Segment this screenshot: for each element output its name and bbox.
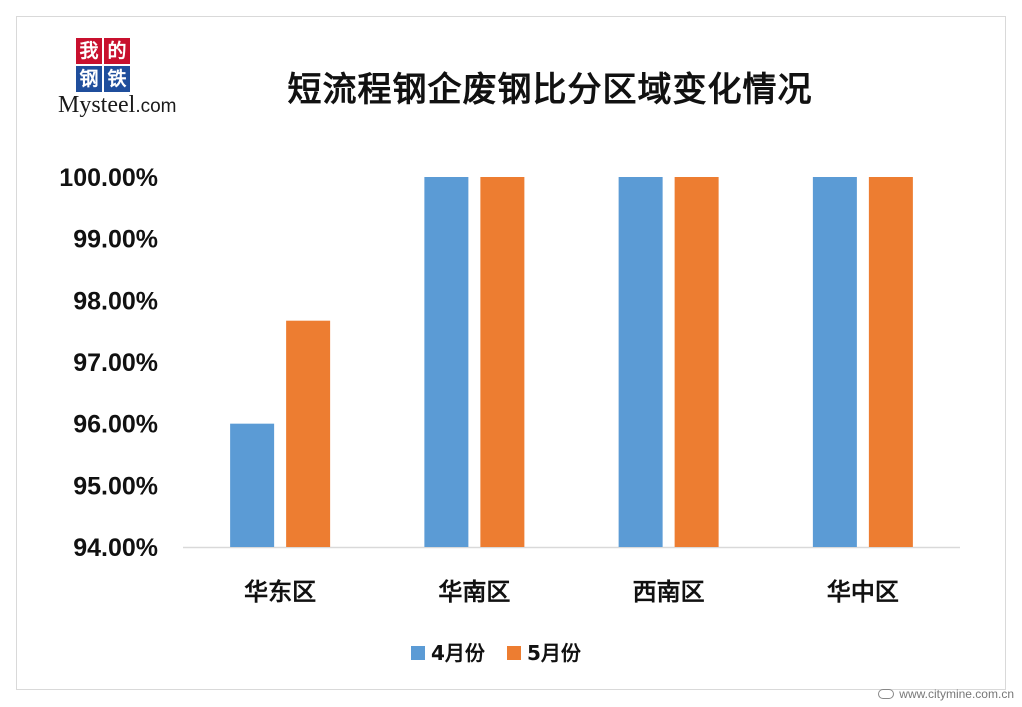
bar-may	[868, 177, 913, 547]
y-tick-label: 97.00%	[73, 349, 158, 377]
mysteel-logo: 我 的 钢 铁 Mysteel.com	[58, 30, 193, 122]
x-category-label: 西南区	[633, 578, 705, 606]
chart-title: 短流程钢企废钢比分区域变化情况	[287, 70, 813, 110]
bar-april	[424, 177, 469, 547]
legend-label: 4月份	[431, 641, 486, 665]
bar-may	[674, 177, 719, 547]
logo-char-4: 铁	[104, 66, 130, 92]
chart-frame	[16, 16, 1006, 690]
watermark: www.citymine.com.cn	[878, 687, 1014, 701]
x-category-label: 华中区	[827, 578, 899, 606]
bar-may	[286, 320, 331, 547]
y-tick-label: 100.00%	[59, 164, 158, 192]
bar-april	[230, 423, 275, 547]
logo-wordmark: Mysteel.com	[58, 92, 177, 119]
legend-label: 5月份	[527, 641, 582, 665]
logo-char-2: 的	[104, 38, 130, 64]
bar-may	[480, 177, 525, 547]
legend-swatch	[411, 646, 425, 660]
bar-april	[812, 177, 857, 547]
logo-char-3: 钢	[76, 66, 102, 92]
y-tick-label: 95.00%	[73, 472, 158, 500]
logo-text-main: Mysteel	[58, 92, 136, 118]
legend-swatch	[507, 646, 521, 660]
logo-text-suffix: .com	[135, 96, 177, 117]
logo-char-1: 我	[76, 38, 102, 64]
y-tick-label: 94.00%	[73, 534, 158, 562]
x-category-label: 华东区	[244, 578, 316, 606]
y-tick-label: 96.00%	[73, 411, 158, 439]
y-tick-label: 99.00%	[73, 226, 158, 254]
bar-april	[618, 177, 663, 547]
y-tick-label: 98.00%	[73, 287, 158, 315]
watermark-icon	[878, 689, 895, 699]
watermark-url: www.citymine.com.cn	[899, 687, 1014, 701]
x-category-label: 华南区	[438, 578, 510, 606]
